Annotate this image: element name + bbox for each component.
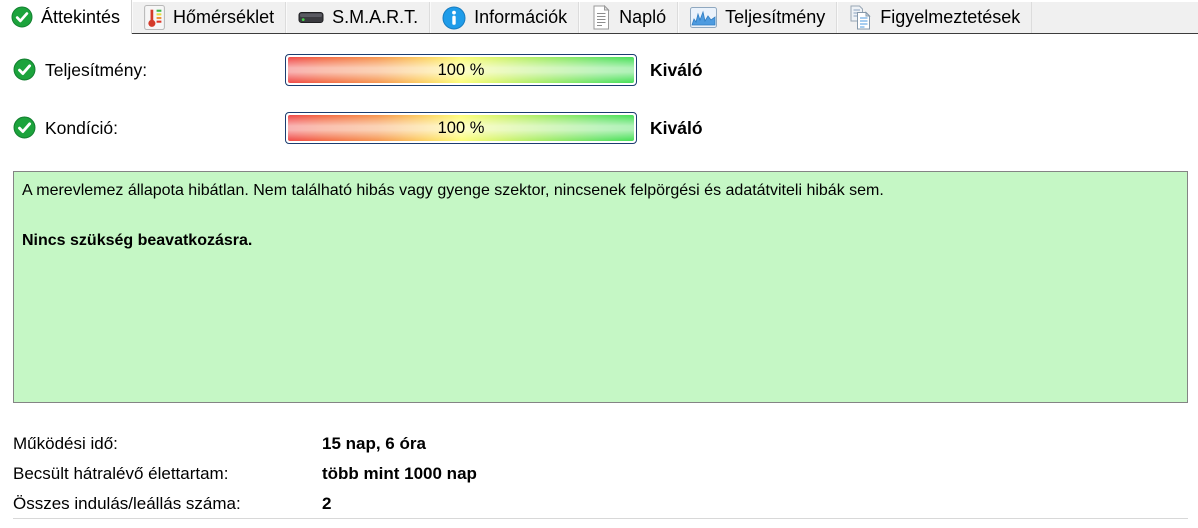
tab-naplo[interactable]: Napló xyxy=(579,2,679,33)
detail-value: több mint 1000 nap xyxy=(322,464,477,483)
thermometer-icon xyxy=(144,5,165,30)
check-circle-icon xyxy=(13,58,36,86)
tab-teljesitmeny[interactable]: Teljesítmény xyxy=(678,2,838,33)
tab-bar: Áttekintés Hőmérséklet S.M.A.R.T. xyxy=(0,0,1198,34)
tab-label: Napló xyxy=(619,7,667,27)
status-description: A merevlemez állapota hibátlan. Nem talá… xyxy=(22,182,884,199)
performance-gauge: 100 % xyxy=(285,54,637,86)
tab-smart[interactable]: S.M.A.R.T. xyxy=(286,2,431,33)
tab-label: Teljesítmény xyxy=(725,7,826,27)
health-gauge-value: 100 % xyxy=(288,115,634,141)
info-circle-icon xyxy=(442,6,466,30)
detail-row-power-on-time: Működési idő: 15 nap, 6 óra xyxy=(13,429,1013,459)
copy-pages-icon xyxy=(849,5,872,30)
detail-row-start-stop-count: Összes indulás/leállás száma: 2 xyxy=(13,489,1013,519)
tab-bar-filler xyxy=(1032,2,1198,33)
health-rating: Kiváló xyxy=(650,118,703,138)
performance-gauge-value: 100 % xyxy=(288,57,634,83)
health-row: Kondíció: 100 % Kiváló xyxy=(0,112,1198,144)
tab-label: Hőmérséklet xyxy=(173,7,275,27)
details-section: Működési idő: 15 nap, 6 óra Becsült hátr… xyxy=(13,429,1013,519)
detail-row-lifetime: Becsült hátralévő élettartam: több mint … xyxy=(13,459,1013,489)
detail-label: Összes indulás/leállás száma: xyxy=(13,494,241,513)
check-circle-icon xyxy=(11,6,33,28)
tab-label: S.M.A.R.T. xyxy=(332,7,419,27)
tab-homerseklet[interactable]: Hőmérséklet xyxy=(132,2,287,33)
tab-figyelmeztetesek[interactable]: Figyelmeztetések xyxy=(837,2,1033,33)
detail-value: 2 xyxy=(322,494,332,513)
performance-label: Teljesítmény: xyxy=(45,60,148,80)
area-chart-icon xyxy=(690,7,718,28)
performance-row: Teljesítmény: 100 % Kiváló xyxy=(0,54,1198,86)
harddisk-icon xyxy=(298,10,324,25)
detail-value: 15 nap, 6 óra xyxy=(322,434,426,453)
tab-label: Figyelmeztetések xyxy=(880,7,1021,27)
check-circle-icon xyxy=(13,116,36,144)
tab-label: Információk xyxy=(474,7,568,27)
tab-attekintes[interactable]: Áttekintés xyxy=(0,0,133,34)
health-label: Kondíció: xyxy=(45,118,118,138)
detail-label: Becsült hátralévő élettartam: xyxy=(13,464,229,483)
document-icon xyxy=(591,5,611,30)
detail-label: Működési idő: xyxy=(13,434,118,453)
tab-informaciok[interactable]: Információk xyxy=(430,2,580,33)
status-text-box: A merevlemez állapota hibátlan. Nem talá… xyxy=(13,171,1188,403)
bottom-divider xyxy=(13,518,1188,519)
status-advice: Nincs szükség beavatkozásra. xyxy=(22,232,253,249)
tab-label: Áttekintés xyxy=(41,6,121,27)
health-gauge: 100 % xyxy=(285,112,637,144)
performance-rating: Kiváló xyxy=(650,60,703,80)
